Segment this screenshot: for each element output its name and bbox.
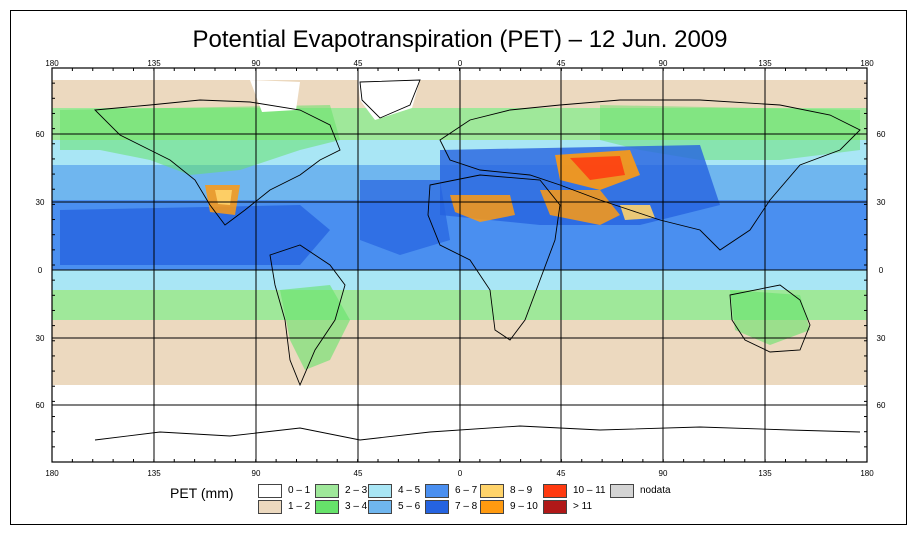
legend-swatch	[543, 500, 567, 514]
legend-label: 8 – 9	[510, 485, 533, 496]
lon-label-bottom: 180	[860, 469, 874, 478]
australia-coast	[729, 284, 811, 353]
lon-label-bottom: 90	[659, 469, 668, 478]
legend-swatch	[368, 500, 392, 514]
lat-label-left: 30	[36, 198, 45, 207]
lon-label-bottom: 135	[758, 469, 772, 478]
legend-label: nodata	[640, 485, 671, 496]
lon-label-top: 90	[252, 59, 261, 68]
lon-label-bottom: 0	[458, 469, 463, 478]
legend-label: 6 – 7	[455, 485, 478, 496]
legend-label: 1 – 2	[288, 501, 311, 512]
coastlines	[94, 79, 861, 441]
south-america-green	[280, 285, 350, 370]
lat-label-left: 60	[36, 130, 45, 139]
lat-label-left: 60	[36, 401, 45, 410]
legend-label: 2 – 3	[345, 485, 368, 496]
legend-swatch	[425, 484, 449, 498]
legend-swatch	[425, 500, 449, 514]
lon-label-top: 135	[758, 59, 772, 68]
axis-ticks	[51, 67, 868, 463]
north-america-coast	[94, 99, 341, 226]
graticule	[52, 68, 867, 462]
eurasia-coast	[439, 99, 861, 251]
lon-label-top: 180	[860, 59, 874, 68]
central-asia-red	[570, 156, 625, 180]
south-america-coast	[269, 244, 346, 387]
legend-label: 0 – 1	[288, 485, 311, 496]
lat-label-left: 0	[38, 266, 43, 275]
legend-swatch	[480, 484, 504, 498]
lon-label-bottom: 90	[252, 469, 261, 478]
mexico-yellow	[215, 190, 232, 205]
north-america-green	[60, 105, 340, 175]
lon-label-top: 45	[557, 59, 566, 68]
africa-coast	[427, 174, 561, 341]
legend-swatch	[368, 484, 392, 498]
legend-title: PET (mm)	[170, 485, 234, 501]
legend-label: 3 – 4	[345, 501, 368, 512]
lat-label-right: 30	[877, 198, 886, 207]
greenland-coast	[359, 79, 421, 119]
legend-swatch	[315, 484, 339, 498]
lat-label-right: 60	[877, 401, 886, 410]
legend-swatch	[258, 484, 282, 498]
legend-label: 4 – 5	[398, 485, 421, 496]
antarctica-coast	[94, 425, 861, 441]
map-title: Potential Evapotranspiration (PET) – 12 …	[192, 26, 728, 53]
legend-swatch	[258, 500, 282, 514]
legend-swatch	[543, 484, 567, 498]
lon-label-top: 180	[45, 59, 59, 68]
legend-label: 9 – 10	[510, 501, 538, 512]
lon-label-bottom: 135	[147, 469, 161, 478]
lon-label-top: 90	[659, 59, 668, 68]
lat-label-right: 0	[879, 266, 884, 275]
lon-label-top: 45	[354, 59, 363, 68]
lon-label-top: 135	[147, 59, 161, 68]
arabia-orange	[540, 190, 620, 225]
legend-swatch	[315, 500, 339, 514]
legend-label: 10 – 11	[573, 485, 606, 496]
lat-label-left: 30	[36, 334, 45, 343]
atlantic-deep-blue	[360, 180, 450, 255]
legend-swatch	[480, 500, 504, 514]
pacific-deep-blue	[60, 205, 330, 265]
lon-label-bottom: 45	[354, 469, 363, 478]
lat-label-right: 60	[877, 130, 886, 139]
lon-label-bottom: 45	[557, 469, 566, 478]
legend-label: 7 – 8	[455, 501, 478, 512]
legend-label: 5 – 6	[398, 501, 421, 512]
legend-label: > 11	[573, 501, 592, 512]
lon-label-bottom: 180	[45, 469, 59, 478]
australia-green	[730, 290, 810, 345]
lat-label-right: 30	[877, 334, 886, 343]
lon-label-top: 0	[458, 59, 463, 68]
figure-frame	[10, 10, 907, 525]
greenland-white	[358, 80, 420, 120]
axis-labels: 180 135 90 45 0 45 90 135 180 180 135 90…	[36, 59, 886, 478]
legend-swatch	[610, 484, 634, 498]
